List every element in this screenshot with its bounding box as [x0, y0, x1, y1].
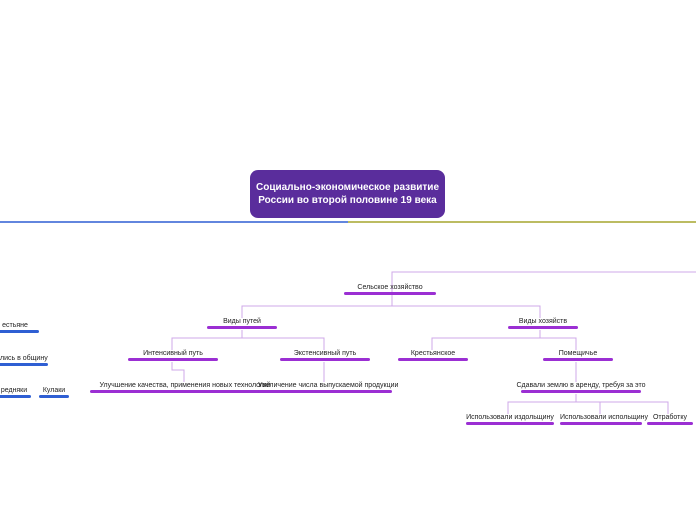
node-underline — [258, 390, 392, 393]
node-label: Улучшение качества, применения новых тех… — [90, 382, 280, 389]
node-underline — [280, 358, 370, 361]
node-otrab: Отработку — [650, 414, 690, 427]
node-underline — [560, 422, 642, 425]
node-kulaki: Кулаки — [42, 387, 66, 400]
node-label: Использовали издольщину — [466, 414, 554, 421]
node-label: Крестьянское — [410, 350, 456, 357]
node-increase: Увеличение числа выпускаемой продукции — [258, 382, 392, 395]
node-agri: Сельское хозяйство — [330, 284, 450, 297]
node-underline — [508, 326, 578, 329]
node-label: Отработку — [650, 414, 690, 421]
node-label: Кулаки — [42, 387, 66, 394]
node-peasants: естьяне — [0, 322, 30, 335]
node-landlord: Помещичье — [558, 350, 598, 363]
node-label: Интенсивный путь — [140, 350, 206, 357]
node-extensive: Экстенсивный путь — [292, 350, 358, 363]
node-rent: Сдавали землю в аренду, требуя за это — [516, 382, 646, 395]
node-label: Виды хозяйств — [518, 318, 568, 325]
node-underline — [90, 390, 280, 393]
node-obshchina: лись в общину — [0, 355, 44, 368]
connectors-layer — [0, 0, 696, 520]
node-underline — [0, 395, 31, 398]
node-intensive: Интенсивный путь — [140, 350, 206, 363]
node-label: Сельское хозяйство — [330, 284, 450, 291]
node-underline — [0, 330, 39, 333]
node-label: лись в общину — [0, 355, 44, 362]
root-node: Социально-экономическое развитие России … — [250, 170, 445, 218]
node-label: естьяне — [0, 322, 30, 329]
node-underline — [398, 358, 468, 361]
node-label: Сдавали землю в аренду, требуя за это — [516, 382, 646, 389]
node-underline — [0, 363, 48, 366]
node-redniki: редняки — [0, 387, 28, 400]
node-label: Виды путей — [222, 318, 262, 325]
node-kinds_farms: Виды хозяйств — [518, 318, 568, 331]
node-use_isd: Использовали издольщину — [466, 414, 554, 427]
node-underline — [128, 358, 218, 361]
node-underline — [521, 390, 641, 393]
node-underline — [39, 395, 69, 398]
node-label: Помещичье — [558, 350, 598, 357]
node-label: Использовали испольщину — [560, 414, 642, 421]
node-label: редняки — [0, 387, 28, 394]
node-label: Увеличение числа выпускаемой продукции — [258, 382, 392, 389]
node-use_isp: Использовали испольщину — [560, 414, 642, 427]
node-underline — [207, 326, 277, 329]
node-improve: Улучшение качества, применения новых тех… — [90, 382, 280, 395]
node-label: Экстенсивный путь — [292, 350, 358, 357]
node-kinds_paths: Виды путей — [222, 318, 262, 331]
node-underline — [647, 422, 693, 425]
node-underline — [466, 422, 554, 425]
root-node-label: Социально-экономическое развитие России … — [256, 181, 439, 207]
node-underline — [344, 292, 436, 295]
node-peasant: Крестьянское — [410, 350, 456, 363]
node-underline — [543, 358, 613, 361]
